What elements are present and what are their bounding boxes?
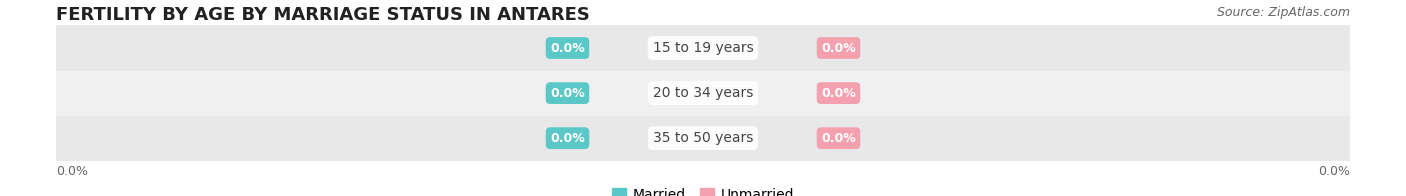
Text: 15 to 19 years: 15 to 19 years bbox=[652, 41, 754, 55]
Text: 0.0%: 0.0% bbox=[56, 165, 89, 178]
Bar bbox=[56, 71, 1350, 116]
Text: 0.0%: 0.0% bbox=[821, 42, 856, 54]
Text: 0.0%: 0.0% bbox=[550, 42, 585, 54]
Text: FERTILITY BY AGE BY MARRIAGE STATUS IN ANTARES: FERTILITY BY AGE BY MARRIAGE STATUS IN A… bbox=[56, 6, 591, 24]
Text: Source: ZipAtlas.com: Source: ZipAtlas.com bbox=[1216, 6, 1350, 19]
Bar bbox=[56, 116, 1350, 161]
Text: 20 to 34 years: 20 to 34 years bbox=[652, 86, 754, 100]
Text: 0.0%: 0.0% bbox=[550, 87, 585, 100]
Legend: Married, Unmarried: Married, Unmarried bbox=[612, 188, 794, 196]
Text: 0.0%: 0.0% bbox=[550, 132, 585, 145]
Bar bbox=[56, 25, 1350, 71]
Text: 0.0%: 0.0% bbox=[821, 87, 856, 100]
Text: 0.0%: 0.0% bbox=[821, 132, 856, 145]
Text: 0.0%: 0.0% bbox=[1317, 165, 1350, 178]
Text: 35 to 50 years: 35 to 50 years bbox=[652, 131, 754, 145]
